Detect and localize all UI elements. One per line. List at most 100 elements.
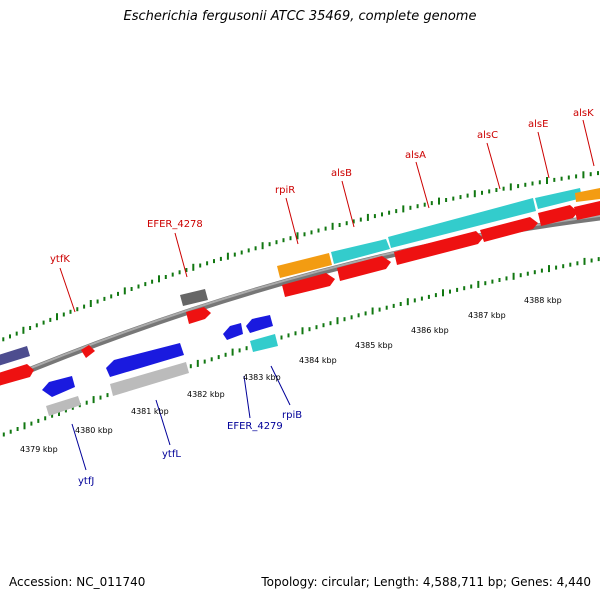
- tick-mark-forward: [56, 313, 58, 321]
- tick-mark-forward: [171, 272, 174, 277]
- tick-mark-forward: [553, 177, 556, 182]
- gene-feature-rpiR[interactable]: [277, 253, 332, 278]
- gene-feature-alsC-red[interactable]: [480, 217, 538, 242]
- tick-mark-reverse: [294, 331, 297, 336]
- gene-label-ytfL[interactable]: ytfL: [162, 449, 181, 460]
- scale-label: 4380 kbp: [75, 426, 113, 435]
- tick-mark-forward: [381, 212, 383, 217]
- tick-mark-reverse: [512, 272, 515, 280]
- gene-feature-red[interactable]: [0, 364, 34, 386]
- tick-mark-reverse: [434, 293, 437, 298]
- tick-mark-forward: [473, 190, 476, 198]
- tick-mark-reverse: [378, 307, 381, 312]
- tick-mark-forward: [83, 304, 86, 309]
- tick-mark-forward: [517, 184, 520, 189]
- tick-mark-forward: [69, 309, 72, 314]
- tick-mark-forward: [219, 256, 222, 261]
- tick-mark-forward: [123, 287, 126, 295]
- gene-feature-ytfK[interactable]: [81, 345, 95, 358]
- tick-mark-reverse: [463, 286, 466, 291]
- tick-mark-reverse: [336, 317, 339, 325]
- tick-mark-reverse: [357, 313, 360, 318]
- gene-label-alsA[interactable]: alsA: [405, 150, 426, 161]
- tick-mark-reverse: [442, 289, 444, 297]
- gene-feature-ytfL-gray[interactable]: [110, 362, 189, 396]
- tick-mark-reverse: [399, 302, 402, 306]
- tick-mark-forward: [388, 210, 391, 215]
- gene-feature-alsE[interactable]: [535, 188, 582, 209]
- tick-mark-forward: [29, 326, 32, 330]
- gene-feature-EFER_4278-gray[interactable]: [180, 289, 208, 306]
- tick-mark-forward: [373, 214, 376, 219]
- gene-feature-alsA[interactable]: [388, 198, 536, 248]
- gene-feature-alsK-red[interactable]: [574, 201, 600, 220]
- gene-label-ytfJ[interactable]: ytfJ: [78, 476, 94, 487]
- scale-label: 4379 kbp: [20, 445, 58, 454]
- gene-label-alsE[interactable]: alsE: [528, 119, 548, 130]
- accession-text: Accession: NC_011740: [9, 575, 146, 589]
- tick-mark-reverse: [392, 303, 395, 308]
- tick-mark-reverse: [498, 278, 501, 282]
- tick-mark-reverse: [238, 348, 241, 353]
- gene-feature-alsB-red[interactable]: [337, 256, 391, 281]
- scale-label: 4385 kbp: [355, 341, 393, 350]
- gene-label-alsC[interactable]: alsC: [477, 130, 498, 141]
- gene-feature-alsE-red[interactable]: [538, 205, 578, 226]
- tick-mark-forward: [185, 268, 188, 272]
- tick-mark-forward: [206, 261, 209, 266]
- gene-feature-rpiB-blue[interactable]: [246, 315, 273, 333]
- tick-mark-reverse: [385, 305, 388, 310]
- gene-label-rpiR[interactable]: rpiR: [275, 185, 295, 196]
- tick-mark-reverse: [477, 280, 480, 288]
- gene-label-alsK[interactable]: alsK: [573, 108, 594, 119]
- tick-mark-reverse: [301, 327, 304, 335]
- tick-mark-reverse: [106, 393, 109, 398]
- gene-label-alsB[interactable]: alsB: [331, 168, 352, 179]
- tick-mark-forward: [213, 259, 215, 264]
- forward-features: [0, 188, 600, 386]
- tick-mark-forward: [502, 186, 505, 191]
- tick-mark-forward: [338, 223, 341, 227]
- gene-feature-ytfJ-gray[interactable]: [46, 396, 81, 416]
- tick-mark-reverse: [30, 421, 33, 426]
- tick-mark-reverse: [217, 355, 220, 360]
- tick-mark-forward: [567, 175, 570, 180]
- gene-feature-EFER_4279[interactable]: [223, 323, 243, 340]
- gene-label-rpiB[interactable]: rpiB: [282, 410, 302, 421]
- tick-mark-reverse: [245, 346, 248, 351]
- tick-mark-forward: [76, 307, 79, 312]
- tick-mark-forward: [110, 294, 113, 299]
- tick-mark-forward: [359, 217, 362, 222]
- tick-mark-forward: [488, 189, 491, 194]
- tick-mark-forward: [303, 232, 306, 237]
- gene-feature-alsB[interactable]: [331, 239, 390, 264]
- tick-mark-forward: [268, 242, 271, 247]
- tick-mark-reverse: [470, 284, 473, 289]
- tick-mark-forward: [144, 282, 147, 287]
- gene-feature-rpiB-cyan[interactable]: [250, 334, 278, 352]
- tick-mark-forward: [22, 326, 25, 334]
- gene-label-EFER_4279[interactable]: EFER_4279: [227, 421, 283, 432]
- tick-mark-reverse: [2, 432, 5, 437]
- gene-label-ytfK[interactable]: ytfK: [50, 254, 70, 265]
- gene-feature-alsK[interactable]: [575, 188, 600, 202]
- tick-mark-reverse: [308, 327, 311, 332]
- scale-labels: 4379 kbp 4380 kbp 4381 kbp 4382 kbp 4383…: [20, 296, 562, 454]
- tick-mark-forward: [597, 171, 599, 176]
- gene-feature-rpiR-red[interactable]: [282, 273, 335, 297]
- tick-mark-reverse: [364, 311, 367, 316]
- tick-mark-reverse: [224, 352, 227, 357]
- gene-feature-purple[interactable]: [0, 346, 30, 366]
- tick-mark-forward: [289, 236, 292, 241]
- tick-mark-forward: [117, 291, 119, 296]
- gene-label-EFER_4278[interactable]: EFER_4278: [147, 219, 203, 230]
- tick-mark-forward: [9, 334, 11, 339]
- scale-label: 4384 kbp: [299, 356, 337, 365]
- gene-feature-ytfJ-blue[interactable]: [42, 376, 75, 397]
- gene-feature-ytfL-blue[interactable]: [106, 343, 184, 377]
- tick-mark-reverse: [540, 268, 543, 273]
- gene-feature-EFER_4278-red[interactable]: [186, 307, 211, 324]
- tick-mark-forward: [430, 201, 433, 206]
- gene-feature-alsA-red[interactable]: [394, 231, 483, 265]
- tick-mark-reverse: [548, 265, 550, 273]
